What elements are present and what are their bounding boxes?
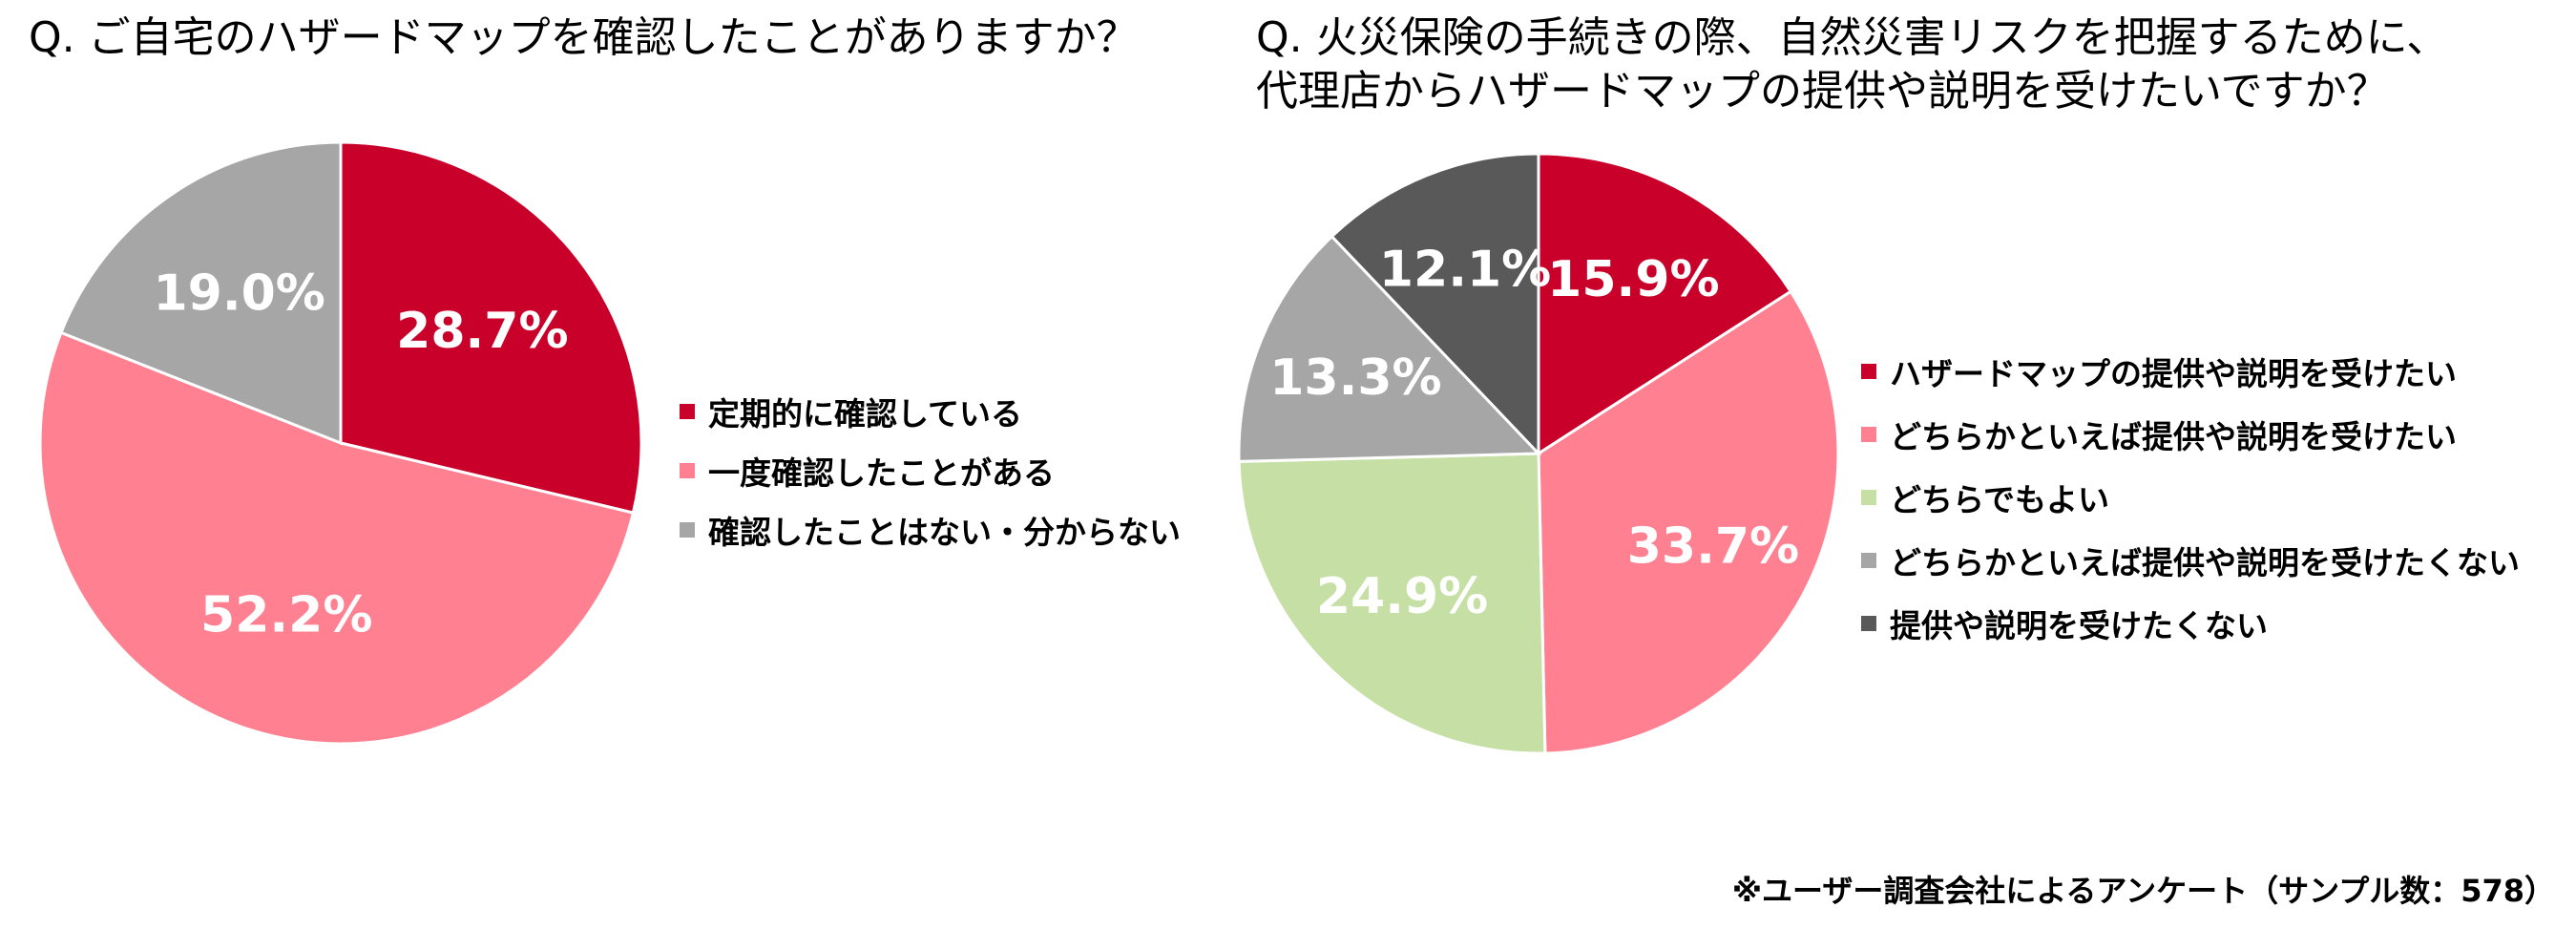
legend-swatch [680,404,695,419]
slice-data-label: 52.2% [200,586,372,644]
legend-item: 一度確認したことがある [680,441,1181,500]
legend-swatch [680,522,695,538]
legend-label: 一度確認したことがある [708,454,1055,492]
survey-note: ※ユーザー調査会社によるアンケート（サンプル数：578） [1731,873,2555,909]
slice-data-label: 24.9% [1316,568,1488,625]
legend-swatch [1861,553,1876,568]
legend-swatch [1861,616,1876,631]
chart1-title: Q. ご自宅のハザードマップを確認したことがありますか？ [29,13,1139,62]
legend-swatch [1861,364,1876,379]
legend-label: ハザードマップの提供や説明を受けたい [1890,355,2457,392]
chart2-title: Q. 火災保険の手続きの際、自然災害リスクを把握するために、 代理店からハザード… [1256,13,2449,116]
slice-data-label: 28.7% [396,303,568,360]
legend-item: どちらかといえば提供や説明を受けたい [1861,403,2520,466]
pie-slice [1537,289,1840,755]
chart2-pie: 15.9% 33.7% 24.9% 13.3% 12.1% [1237,152,1840,755]
slice-data-label: 15.9% [1547,251,1719,308]
legend-swatch [1861,427,1876,442]
slice-data-label: 33.7% [1627,517,1799,575]
legend-item: どちらかといえば提供や説明を受けたくない [1861,529,2520,592]
slice-data-label: 19.0% [153,265,325,323]
slice-data-label: 13.3% [1269,349,1441,407]
pie-slice [38,330,636,746]
legend-label: 確認したことはない・分からない [708,514,1181,551]
pie-slice [1237,234,1542,463]
slice-data-label: 12.1% [1379,242,1551,299]
pie-slice [1537,152,1793,456]
legend-label: 定期的に確認している [708,395,1023,433]
legend-label: 提供や説明を受けたくない [1890,607,2268,644]
legend-item: 確認したことはない・分からない [680,500,1181,560]
chart1-legend: 定期的に確認している 一度確認したことがある 確認したことはない・分からない [680,382,1181,560]
chart2-legend: ハザードマップの提供や説明を受けたい どちらかといえば提供や説明を受けたい どち… [1861,340,2520,655]
legend-swatch [680,463,695,478]
legend-item: どちらでもよい [1861,466,2520,529]
legend-item: 定期的に確認している [680,382,1181,441]
pie-slice [1237,452,1547,755]
pie-slice [339,140,643,515]
legend-swatch [1861,490,1876,505]
chart1-pie: 28.7% 52.2% 19.0% [38,140,643,746]
legend-label: どちらでもよい [1890,481,2110,518]
legend-item: 提供や説明を受けたくない [1861,592,2520,655]
legend-item: ハザードマップの提供や説明を受けたい [1861,340,2520,403]
legend-label: どちらかといえば提供や説明を受けたくない [1890,544,2520,581]
legend-label: どちらかといえば提供や説明を受けたい [1890,418,2457,455]
pie-slice [1330,152,1540,457]
pie-slice [59,140,343,446]
